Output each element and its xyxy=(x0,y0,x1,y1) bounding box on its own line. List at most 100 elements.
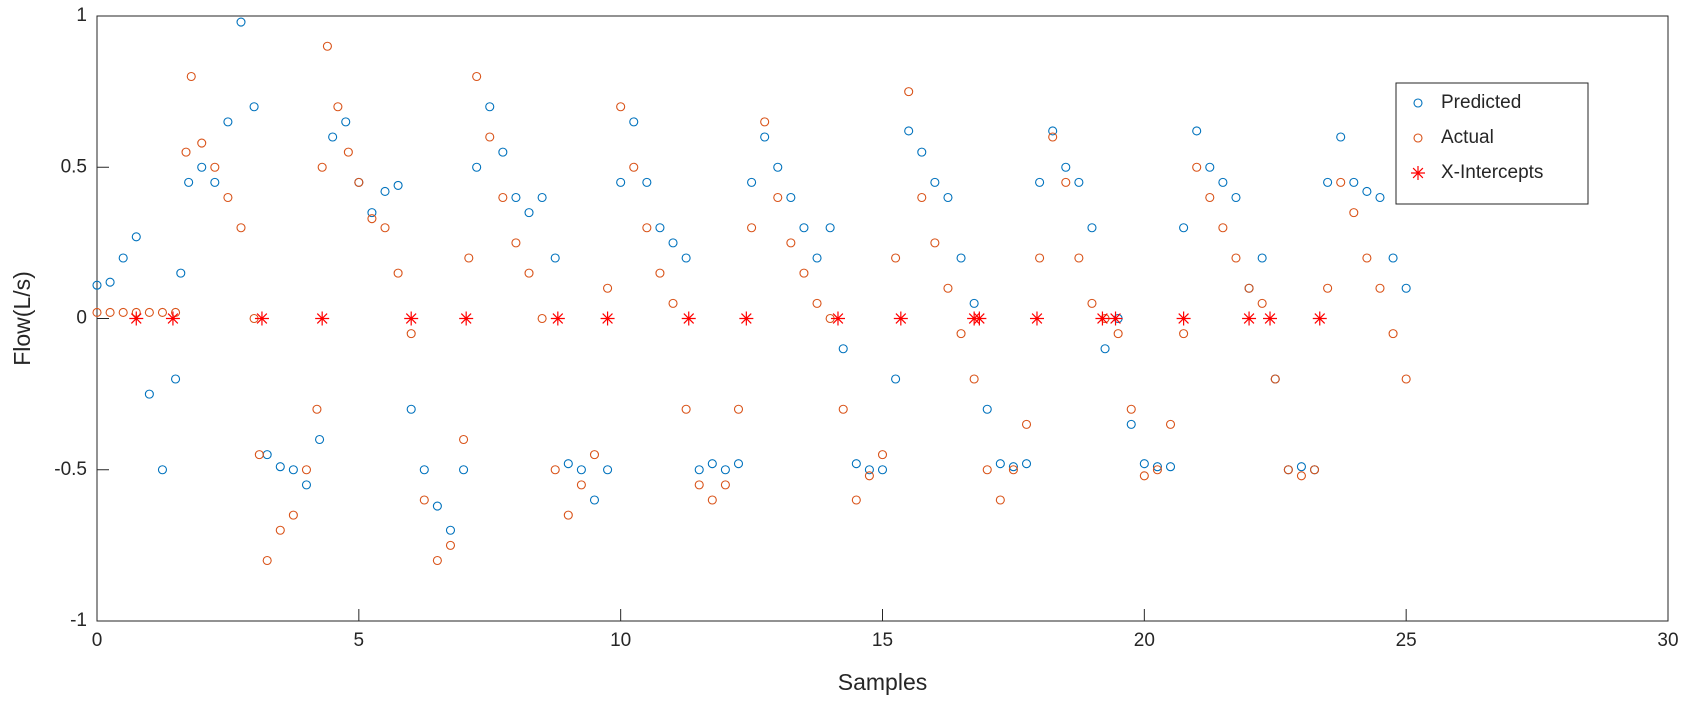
x-tick-label: 15 xyxy=(872,630,893,651)
circle-marker xyxy=(1035,177,1045,187)
circle-marker xyxy=(498,192,508,203)
circle-marker xyxy=(223,117,233,127)
circle-marker xyxy=(144,307,154,318)
x-axis-label: Samples xyxy=(838,669,927,695)
circle-marker xyxy=(1362,253,1372,263)
circle-marker xyxy=(1375,192,1385,203)
circle-marker xyxy=(498,147,508,157)
circle-marker xyxy=(1283,465,1293,475)
star-marker xyxy=(129,311,144,326)
circle-marker xyxy=(354,177,364,187)
circle-marker xyxy=(1375,283,1385,293)
circle-marker xyxy=(1323,283,1333,293)
star-marker xyxy=(550,311,565,326)
circle-marker xyxy=(563,510,573,520)
y-tick-label: -1 xyxy=(70,610,87,631)
circle-marker xyxy=(288,510,298,520)
circle-marker xyxy=(1257,298,1267,308)
star-marker xyxy=(459,311,474,326)
circle-marker xyxy=(1126,419,1136,429)
circle-marker xyxy=(668,298,678,308)
circle-marker xyxy=(317,162,327,172)
circle-marker xyxy=(459,465,469,475)
circle-marker xyxy=(1231,192,1241,203)
circle-marker xyxy=(550,465,560,475)
circle-marker xyxy=(511,238,521,248)
circle-marker xyxy=(380,186,390,196)
circle-marker xyxy=(642,177,652,187)
legend-label: Predicted xyxy=(1441,92,1521,113)
x-tick-label: 25 xyxy=(1396,630,1417,651)
star-marker xyxy=(893,311,908,326)
star-marker xyxy=(254,311,269,326)
circle-marker xyxy=(681,404,691,414)
circle-marker xyxy=(982,404,992,414)
circle-marker xyxy=(1270,374,1280,384)
circle-marker xyxy=(1048,126,1058,136)
circle-marker xyxy=(904,126,914,136)
circle-marker xyxy=(333,102,343,112)
circle-marker xyxy=(720,480,730,490)
circle-marker xyxy=(459,434,469,445)
star-marker xyxy=(830,311,845,326)
circle-marker xyxy=(1362,186,1372,196)
circle-marker xyxy=(1139,459,1149,469)
circle-marker xyxy=(380,223,390,233)
circle-marker xyxy=(851,459,861,469)
circle-marker xyxy=(786,192,796,203)
circle-marker xyxy=(157,307,168,318)
circle-marker xyxy=(917,147,927,157)
circle-marker xyxy=(184,177,194,187)
circle-marker xyxy=(707,459,717,469)
circle-marker xyxy=(576,465,586,475)
star-marker xyxy=(315,311,330,326)
circle-marker xyxy=(464,253,474,263)
circle-marker xyxy=(197,162,207,172)
y-axis-label: Flow(L/s) xyxy=(9,271,35,366)
star-marker xyxy=(1263,311,1278,326)
circle-marker xyxy=(131,232,141,242)
circle-marker xyxy=(969,374,979,384)
circle-marker xyxy=(1061,177,1071,187)
star-marker xyxy=(681,311,696,326)
circle-marker xyxy=(733,404,744,414)
circle-marker xyxy=(1179,329,1189,339)
circle-marker xyxy=(956,253,966,263)
circle-marker xyxy=(1074,177,1084,187)
x-tick-label: 5 xyxy=(354,630,365,651)
circle-marker xyxy=(681,253,691,263)
circle-marker xyxy=(891,374,901,384)
circle-marker xyxy=(419,465,429,475)
circle-marker xyxy=(1257,253,1267,263)
circle-marker xyxy=(1048,132,1058,142)
star-marker xyxy=(1029,311,1044,326)
circle-marker xyxy=(157,465,168,475)
circle-marker xyxy=(92,280,102,290)
circle-marker xyxy=(1165,419,1176,429)
y-tick-label: 1 xyxy=(76,5,87,26)
circle-marker xyxy=(1087,298,1097,308)
circle-marker xyxy=(589,495,600,505)
circle-marker xyxy=(563,459,573,469)
circle-marker xyxy=(236,17,246,27)
circle-marker xyxy=(747,177,757,187)
circle-marker xyxy=(1100,344,1110,354)
circle-marker xyxy=(1139,471,1149,481)
circle-marker xyxy=(616,102,626,112)
circle-marker xyxy=(393,268,403,278)
circle-marker xyxy=(1401,283,1411,293)
x-tick-label: 10 xyxy=(610,630,631,651)
circle-marker xyxy=(1008,465,1018,475)
circle-marker xyxy=(197,138,207,148)
circle-marker xyxy=(812,253,822,263)
circle-marker xyxy=(322,41,332,51)
circle-marker xyxy=(236,223,246,233)
circle-marker xyxy=(603,465,613,475)
circle-marker xyxy=(747,223,757,233)
star-marker xyxy=(972,311,987,326)
circle-marker xyxy=(930,177,940,187)
circle-marker xyxy=(511,192,521,203)
circle-marker xyxy=(1021,419,1032,429)
circle-marker xyxy=(92,307,102,318)
